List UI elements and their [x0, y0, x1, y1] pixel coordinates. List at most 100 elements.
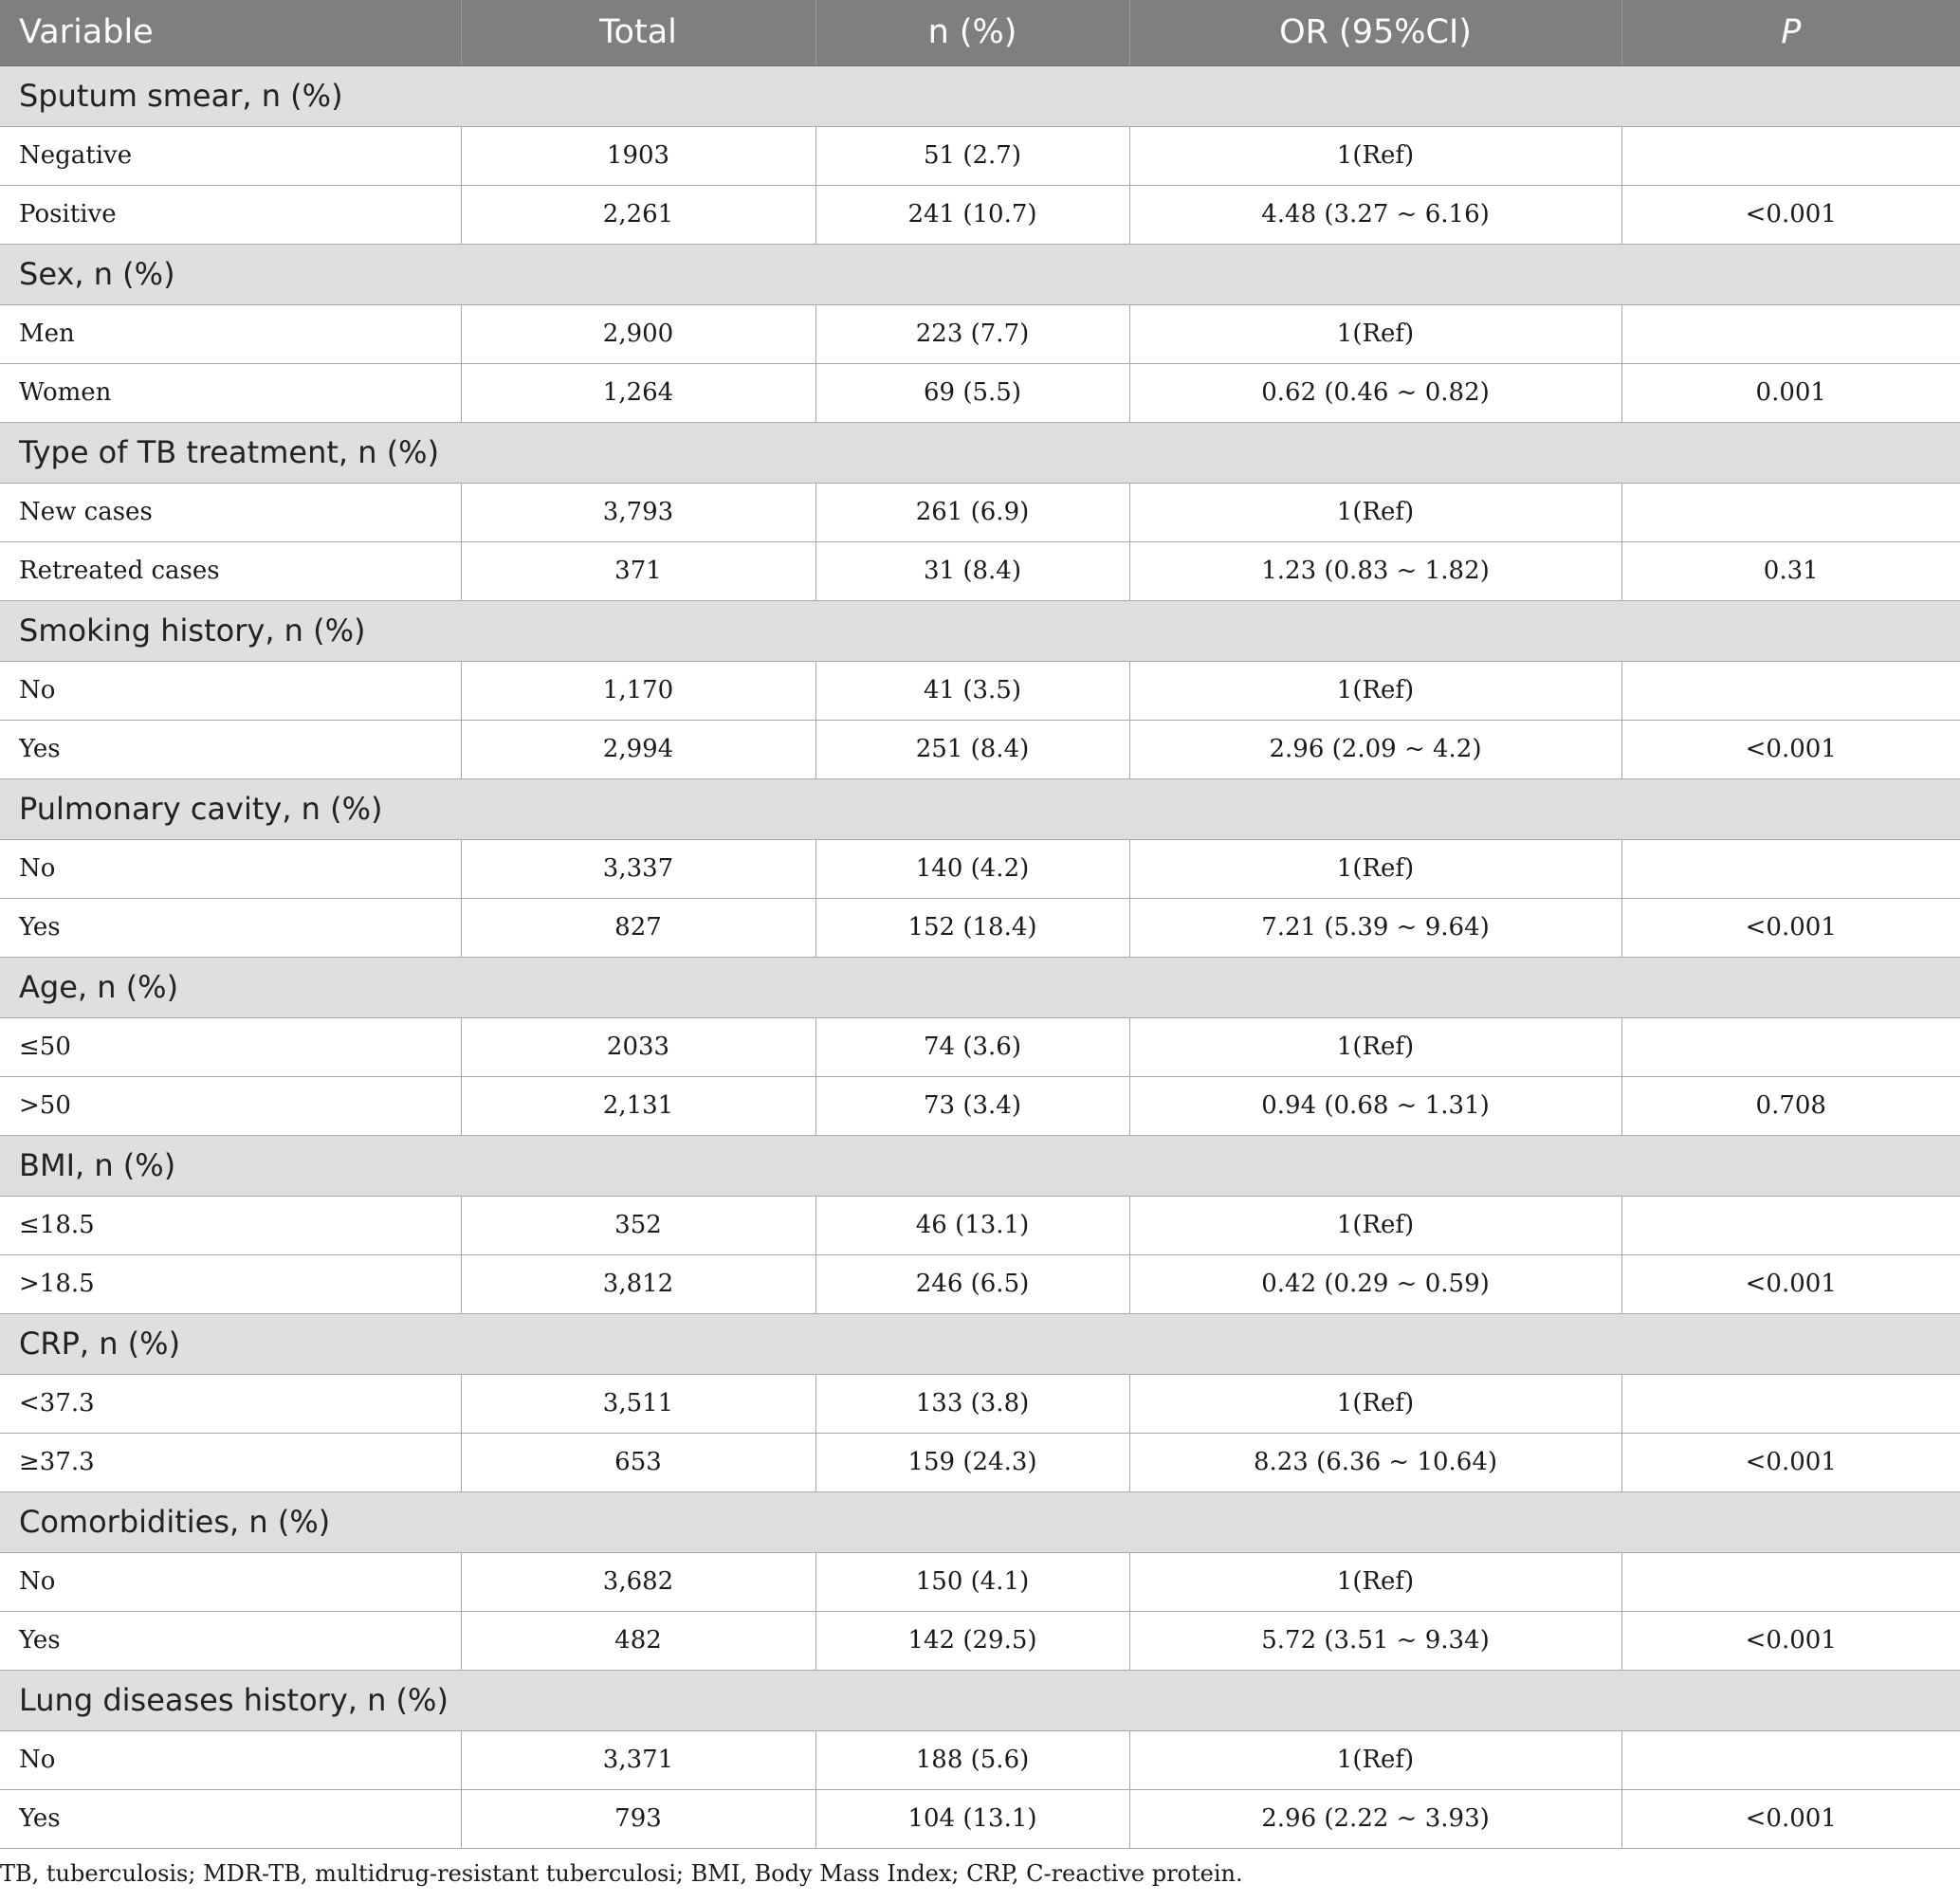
row-label: No: [0, 660, 462, 721]
cell-total: 2033: [460, 1016, 816, 1077]
cell-p-value: [1621, 303, 1960, 364]
section-row: Sputum smear, n (%): [0, 64, 1960, 127]
cell-total: 653: [460, 1432, 816, 1492]
cell-n-percent: 41 (3.5): [815, 660, 1130, 721]
section-title: Age, n (%): [0, 956, 1960, 1018]
cell-n-percent: 31 (8.4): [815, 540, 1130, 601]
table-row: Yes 482 142 (29.5) 5.72 (3.51 ~ 9.34) <0.001: [0, 1610, 1960, 1671]
cell-total: 352: [460, 1195, 816, 1255]
cell-total: 3,793: [460, 482, 816, 542]
header-p-value: P: [1621, 0, 1960, 66]
cell-odds-ratio: 1(Ref): [1128, 1016, 1622, 1077]
section-title: Type of TB treatment, n (%): [0, 421, 1960, 484]
cell-odds-ratio: 1.23 (0.83 ~ 1.82): [1128, 540, 1622, 601]
cell-p-value: [1621, 1373, 1960, 1434]
header-variable: Variable: [0, 0, 461, 66]
cell-n-percent: 150 (4.1): [815, 1551, 1130, 1612]
header-odds-ratio: OR (95%CI): [1128, 0, 1621, 66]
section-title: Sputum smear, n (%): [0, 64, 1960, 127]
cell-total: 3,682: [460, 1551, 816, 1612]
cell-n-percent: 223 (7.7): [815, 303, 1130, 364]
cell-n-percent: 188 (5.6): [815, 1729, 1130, 1790]
table-row: Yes 793 104 (13.1) 2.96 (2.22 ~ 3.93) <0.001: [0, 1788, 1960, 1849]
section-title: CRP, n (%): [0, 1312, 1960, 1375]
table-row: Retreated cases 371 31 (8.4) 1.23 (0.83 ~ 1…: [0, 540, 1960, 601]
cell-total: 2,900: [460, 303, 816, 364]
cell-total: 482: [460, 1610, 816, 1671]
table-row: >18.5 3,812 246 (6.5) 0.42 (0.29 ~ 0.59) <0.…: [0, 1253, 1960, 1314]
cell-n-percent: 51 (2.7): [815, 125, 1130, 186]
row-label: Men: [0, 303, 462, 364]
cell-odds-ratio: 7.21 (5.39 ~ 9.64): [1128, 897, 1622, 958]
row-label: No: [0, 1729, 462, 1790]
cell-odds-ratio: 8.23 (6.36 ~ 10.64): [1128, 1432, 1622, 1492]
cell-odds-ratio: 1(Ref): [1128, 482, 1622, 542]
cell-odds-ratio: 1(Ref): [1128, 125, 1622, 186]
cell-p-value: [1621, 1195, 1960, 1255]
cell-n-percent: 246 (6.5): [815, 1253, 1130, 1314]
section-title: Sex, n (%): [0, 243, 1960, 305]
section-title: BMI, n (%): [0, 1134, 1960, 1197]
cell-total: 371: [460, 540, 816, 601]
section-title: Lung diseases history, n (%): [0, 1669, 1960, 1731]
cell-total: 3,511: [460, 1373, 816, 1434]
cell-n-percent: 104 (13.1): [815, 1788, 1130, 1849]
cell-total: 1903: [460, 125, 816, 186]
section-title: Smoking history, n (%): [0, 599, 1960, 662]
cell-p-value: 0.708: [1621, 1075, 1960, 1136]
table-row: Men 2,900 223 (7.7) 1(Ref): [0, 303, 1960, 364]
section-row: BMI, n (%): [0, 1134, 1960, 1197]
row-label: Retreated cases: [0, 540, 462, 601]
section-row: Sex, n (%): [0, 243, 1960, 305]
cell-p-value: <0.001: [1621, 184, 1960, 245]
row-label: Yes: [0, 1788, 462, 1849]
cell-odds-ratio: 0.94 (0.68 ~ 1.31): [1128, 1075, 1622, 1136]
header-n-percent: n (%): [815, 0, 1129, 66]
table-row: No 1,170 41 (3.5) 1(Ref): [0, 660, 1960, 721]
cell-total: 1,264: [460, 362, 816, 423]
row-label: >50: [0, 1075, 462, 1136]
cell-p-value: <0.001: [1621, 897, 1960, 958]
cell-odds-ratio: 1(Ref): [1128, 838, 1622, 899]
cell-n-percent: 251 (8.4): [815, 719, 1130, 779]
table-row: No 3,371 188 (5.6) 1(Ref): [0, 1729, 1960, 1790]
section-row: Smoking history, n (%): [0, 599, 1960, 662]
section-title: Pulmonary cavity, n (%): [0, 777, 1960, 840]
section-row: Age, n (%): [0, 956, 1960, 1018]
section-row: CRP, n (%): [0, 1312, 1960, 1375]
cell-total: 793: [460, 1788, 816, 1849]
cell-p-value: <0.001: [1621, 1253, 1960, 1314]
section-title: Comorbidities, n (%): [0, 1491, 1960, 1553]
cell-odds-ratio: 1(Ref): [1128, 1551, 1622, 1612]
cell-p-value: [1621, 660, 1960, 721]
table-row: <37.3 3,511 133 (3.8) 1(Ref): [0, 1373, 1960, 1434]
cell-p-value: <0.001: [1621, 1432, 1960, 1492]
cell-total: 1,170: [460, 660, 816, 721]
cell-p-value: [1621, 125, 1960, 186]
cell-odds-ratio: 4.48 (3.27 ~ 6.16): [1128, 184, 1622, 245]
row-label: Yes: [0, 719, 462, 779]
row-label: >18.5: [0, 1253, 462, 1314]
header-row: Variable Total n (%) OR (95%CI) P: [0, 0, 1960, 66]
cell-odds-ratio: 1(Ref): [1128, 660, 1622, 721]
table-row: New cases 3,793 261 (6.9) 1(Ref): [0, 482, 1960, 542]
cell-n-percent: 46 (13.1): [815, 1195, 1130, 1255]
cell-n-percent: 241 (10.7): [815, 184, 1130, 245]
cell-p-value: [1621, 482, 1960, 542]
cell-odds-ratio: 1(Ref): [1128, 303, 1622, 364]
cell-p-value: 0.001: [1621, 362, 1960, 423]
cell-total: 3,337: [460, 838, 816, 899]
header-p-label: P: [1781, 13, 1802, 52]
table-row: >50 2,131 73 (3.4) 0.94 (0.68 ~ 1.31) 0.708: [0, 1075, 1960, 1136]
cell-p-value: <0.001: [1621, 719, 1960, 779]
cell-n-percent: 159 (24.3): [815, 1432, 1130, 1492]
table-row: ≥37.3 653 159 (24.3) 8.23 (6.36 ~ 10.64) <0.…: [0, 1432, 1960, 1492]
cell-total: 2,261: [460, 184, 816, 245]
cell-n-percent: 142 (29.5): [815, 1610, 1130, 1671]
row-label: ≤18.5: [0, 1195, 462, 1255]
cell-p-value: [1621, 1016, 1960, 1077]
table-row: Yes 2,994 251 (8.4) 2.96 (2.09 ~ 4.2) <0.001: [0, 719, 1960, 779]
cell-n-percent: 74 (3.6): [815, 1016, 1130, 1077]
table-row: Positive 2,261 241 (10.7) 4.48 (3.27 ~ 6.16…: [0, 184, 1960, 245]
